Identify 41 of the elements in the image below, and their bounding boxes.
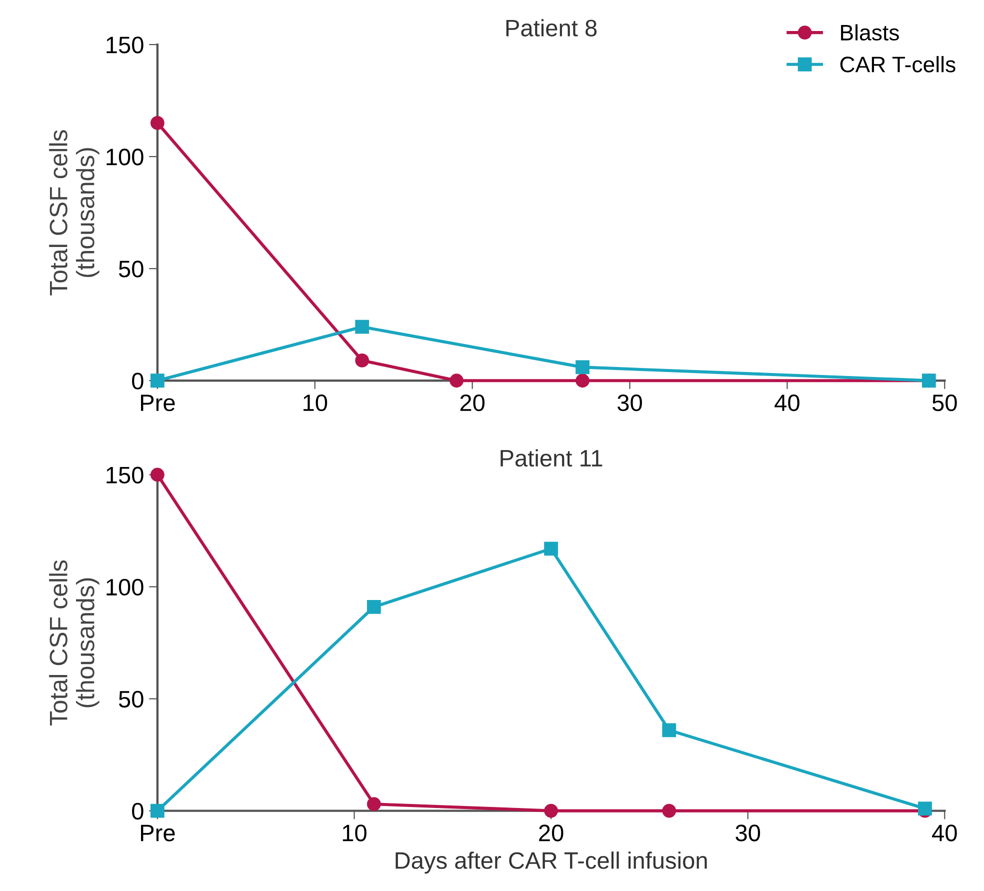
x-tick-label: 30 xyxy=(618,394,642,412)
point xyxy=(366,600,381,614)
y-tick-label: 0 xyxy=(132,372,144,390)
x-tick-label: 20 xyxy=(460,394,485,412)
point xyxy=(544,542,558,556)
y-tick-label: 50 xyxy=(118,260,144,278)
y-tick-label: 0 xyxy=(132,802,144,820)
x-tick-label: 40 xyxy=(932,824,957,842)
point xyxy=(544,804,558,818)
x-tick-label: 50 xyxy=(932,394,957,412)
chart-title: Patient 8 xyxy=(506,19,597,36)
point xyxy=(450,374,464,388)
y-axis-title: Total CSF cells (thousands) xyxy=(49,560,100,726)
point xyxy=(662,723,676,738)
x-tick-label: 20 xyxy=(539,824,564,842)
legend-label: CAR T-cells xyxy=(840,56,956,72)
y-tick-label: 50 xyxy=(118,690,144,708)
y-tick-label: 150 xyxy=(106,36,144,54)
point xyxy=(366,797,381,812)
x-tick-label: 30 xyxy=(736,824,760,842)
point xyxy=(150,116,164,130)
point xyxy=(150,804,164,818)
x-tick-label: Pre xyxy=(141,394,175,412)
x-tick-label: 40 xyxy=(774,394,800,412)
y-axis-title: Total CSF cells (thousands) xyxy=(49,130,100,296)
point xyxy=(150,374,164,388)
point xyxy=(576,374,590,388)
x-tick-label: Pre xyxy=(141,824,175,842)
x-tick-label: 10 xyxy=(342,824,366,842)
chart-title: Patient 11 xyxy=(500,449,602,467)
y-tick-label: 150 xyxy=(106,466,144,484)
y-tick-label: 100 xyxy=(106,148,144,166)
y-tick-label: 100 xyxy=(106,578,144,596)
point xyxy=(150,468,164,482)
x-tick-label: 10 xyxy=(304,394,328,412)
point xyxy=(355,354,370,368)
legend-label: Blasts xyxy=(841,24,899,41)
x-axis-title: Days after CAR T-cell infusion xyxy=(396,852,707,874)
point xyxy=(576,360,590,374)
point xyxy=(662,804,676,818)
point xyxy=(355,320,370,334)
